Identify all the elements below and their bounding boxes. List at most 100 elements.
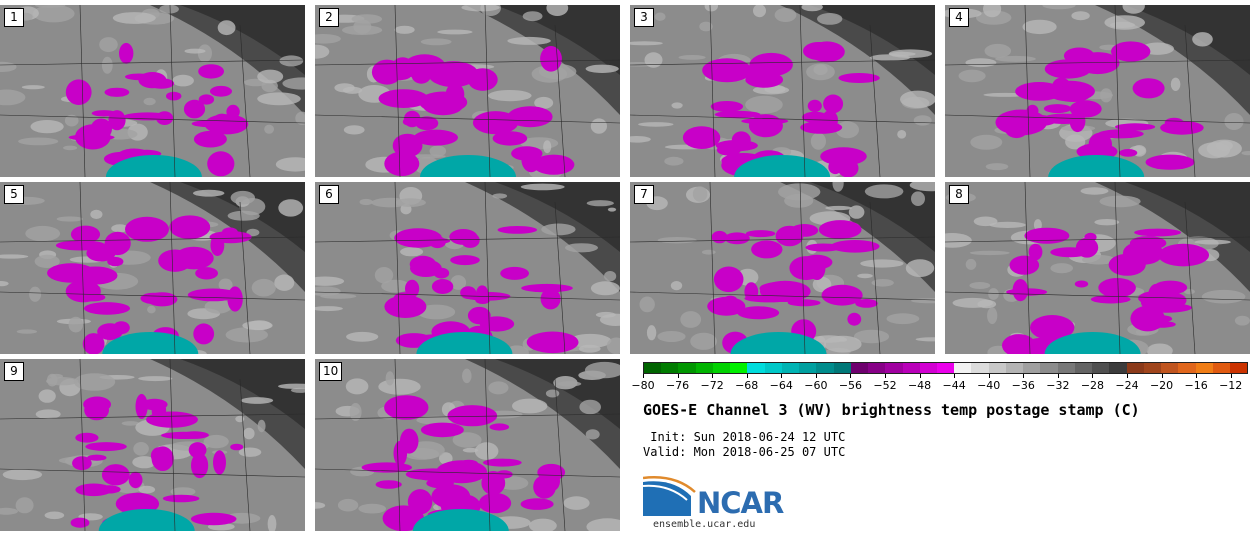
product-title: GOES-E Channel 3 (WV) brightness temp po… [643,401,1140,419]
member-label: 9 [4,362,24,381]
member-panel-3: 3 [630,5,935,177]
colorbar-tick-mark [1023,374,1025,378]
colorbar-swatch [971,363,989,373]
member-panel-2: 2 [315,5,620,177]
member-panel-6: 6 [315,182,620,354]
colorbar-swatch [1092,363,1110,373]
colorbar-swatch [644,363,662,373]
colorbar [643,362,1248,374]
colorbar-tick-mark [677,374,679,378]
satellite-image [315,5,620,177]
colorbar-swatch [747,363,765,373]
colorbar-tick-label: −56 [838,379,863,392]
colorbar-swatch [1195,363,1213,373]
ncar-logo-icon [643,476,696,516]
member-panel-1: 1 [0,5,305,177]
member-label: 3 [634,8,654,27]
colorbar-tick-label: −12 [1219,379,1243,392]
colorbar-tick-label: −44 [942,379,966,392]
satellite-image [0,5,305,177]
colorbar-swatch [1040,363,1058,373]
colorbar-swatch [936,363,955,373]
colorbar-swatch [1212,363,1230,373]
satellite-image [315,182,620,354]
colorbar-tick-mark [988,374,990,378]
colorbar-tick-mark [1230,374,1232,378]
colorbar-tick-label: −20 [1149,379,1174,392]
colorbar-swatch [1161,363,1179,373]
colorbar-swatch [850,363,869,373]
colorbar-swatch [712,363,731,373]
colorbar-tick-mark [919,374,921,378]
colorbar-tick-label: −72 [700,379,724,392]
satellite-image [945,182,1250,354]
colorbar-swatch [1023,363,1041,373]
colorbar-swatch [954,363,972,373]
colorbar-tick-label: −60 [804,379,828,392]
member-label: 5 [4,185,24,204]
colorbar-tick-label: −64 [769,379,793,392]
satellite-image [315,359,620,531]
colorbar-tick-mark [885,374,886,378]
member-label: 7 [634,185,654,204]
colorbar-swatch [1005,363,1024,373]
init-time: Init: Sun 2018-06-24 12 UTC [643,430,846,444]
colorbar-tick-mark [850,374,852,378]
colorbar-tick-label: −76 [665,379,690,392]
colorbar-tick-mark [954,374,956,378]
valid-time: Valid: Mon 2018-06-25 07 UTC [643,445,846,459]
colorbar-swatch [919,363,937,373]
member-panel-10: 10 [315,359,620,531]
colorbar-swatch [902,363,920,373]
colorbar-swatch [799,363,817,373]
colorbar-swatch [1143,363,1162,373]
colorbar-tick-label: −16 [1184,379,1208,392]
colorbar-tick-label: −52 [873,379,897,392]
member-label: 4 [949,8,969,27]
colorbar-tick-label: −80 [631,379,655,392]
member-label: 1 [4,8,24,27]
satellite-image [0,359,305,531]
satellite-image [945,5,1250,177]
colorbar-tick-mark [1092,374,1094,378]
colorbar-tick-mark [1161,374,1163,378]
satellite-image [630,5,935,177]
colorbar-swatch [1178,363,1196,373]
member-label: 6 [319,185,339,204]
colorbar-swatch [1229,363,1248,373]
colorbar-tick-mark [1127,374,1128,378]
colorbar-swatch [885,363,903,373]
colorbar-tick-label: −68 [735,379,759,392]
member-label: 10 [319,362,343,381]
colorbar-swatch [868,363,886,373]
colorbar-swatch [781,363,800,373]
satellite-image [0,182,305,354]
colorbar-tick-label: −40 [977,379,1001,392]
member-panel-4: 4 [945,5,1250,177]
colorbar-tick-mark [712,374,714,378]
member-panel-5: 5 [0,182,305,354]
colorbar-swatch [764,363,782,373]
colorbar-swatch [695,363,713,373]
colorbar-tick-mark [643,374,644,378]
colorbar-tick-mark [1196,374,1198,378]
colorbar-swatch [1057,363,1075,373]
colorbar-swatch [988,363,1006,373]
colorbar-tick-label: −48 [907,379,932,392]
colorbar-tick-label: −28 [1080,379,1105,392]
member-label: 2 [319,8,339,27]
ncar-url: ensemble.ucar.edu [653,519,756,530]
colorbar-tick-label: −36 [1011,379,1035,392]
ncar-wordmark: NCAR [697,486,784,520]
colorbar-swatch [1109,363,1127,373]
colorbar-tick-mark [815,374,817,378]
colorbar-tick-mark [746,374,748,378]
colorbar-swatch [661,363,679,373]
member-panel-7: 7 [630,182,935,354]
colorbar-tick-label: −24 [1115,379,1139,392]
member-panel-9: 9 [0,359,305,531]
colorbar-swatch [833,363,851,373]
colorbar-tick-label: −32 [1046,379,1070,392]
member-label: 8 [949,185,969,204]
colorbar-swatch [1126,363,1144,373]
